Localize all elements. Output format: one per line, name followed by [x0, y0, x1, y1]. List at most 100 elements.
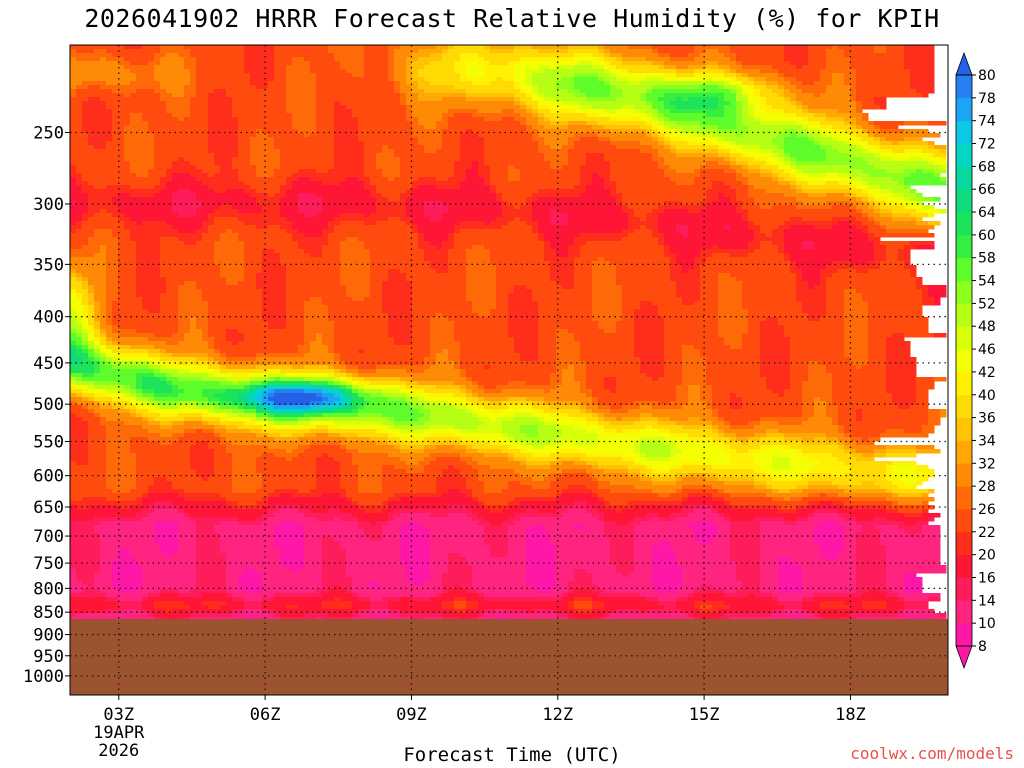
rh-cell	[364, 529, 383, 534]
rh-cell	[70, 449, 89, 454]
rh-cell	[454, 241, 545, 246]
rh-cell	[886, 349, 911, 354]
rh-cell	[784, 237, 869, 242]
rh-cell	[70, 477, 107, 482]
rh-cell	[106, 485, 137, 490]
rh-cell	[598, 133, 647, 138]
rh-cell	[640, 357, 665, 362]
rh-cell	[580, 381, 587, 386]
rh-cell	[658, 165, 671, 170]
rh-cell	[532, 205, 623, 210]
rh-cell	[496, 273, 551, 278]
rh-cell	[442, 605, 455, 610]
rh-cell	[106, 437, 131, 442]
rh-cell	[856, 77, 911, 82]
rh-cell	[406, 209, 425, 214]
rh-cell	[454, 173, 467, 178]
rh-cell	[862, 525, 875, 530]
rh-cell	[592, 313, 623, 318]
rh-cell	[586, 365, 641, 370]
rh-cell	[598, 77, 605, 82]
rh-cell	[70, 125, 83, 130]
rh-cell	[466, 93, 515, 98]
rh-cell	[478, 161, 485, 166]
rh-cell	[604, 505, 635, 510]
rh-cell	[718, 149, 731, 154]
rh-cell	[520, 429, 539, 434]
rh-cell	[232, 341, 239, 346]
rh-cell	[244, 53, 275, 58]
rh-cell	[298, 129, 317, 134]
rh-cell	[262, 601, 323, 606]
rh-cell	[820, 281, 827, 286]
rh-cell	[70, 573, 77, 578]
rh-cell	[832, 385, 887, 390]
rh-cell	[172, 209, 197, 214]
rh-cell	[694, 537, 713, 542]
rh-cell	[442, 129, 467, 134]
rh-cell	[736, 277, 797, 282]
rh-cell	[580, 405, 587, 410]
rh-cell	[928, 285, 947, 290]
rh-cell	[880, 137, 887, 142]
rh-cell	[790, 101, 797, 106]
rh-cell	[112, 313, 179, 318]
rh-cell	[106, 425, 143, 430]
rh-cell	[94, 309, 101, 314]
rh-cell	[214, 469, 233, 474]
rh-cell	[904, 197, 911, 202]
rh-cell	[586, 373, 647, 378]
rh-cell	[532, 297, 593, 302]
rh-cell	[784, 253, 791, 258]
rh-cell	[406, 109, 413, 114]
rh-cell	[112, 577, 143, 582]
rh-cell	[232, 101, 287, 106]
rh-cell	[148, 401, 161, 406]
rh-cell	[106, 269, 119, 274]
rh-cell	[826, 369, 887, 374]
rh-cell	[886, 445, 917, 450]
rh-cell	[622, 293, 677, 298]
rh-cell	[586, 385, 605, 390]
rh-cell	[274, 69, 287, 74]
rh-cell	[118, 217, 131, 222]
rh-cell	[406, 401, 413, 406]
rh-cell	[346, 237, 359, 242]
rh-cell	[862, 129, 869, 134]
rh-cell	[286, 605, 299, 610]
rh-cell	[70, 473, 107, 478]
rh-cell	[88, 317, 95, 322]
rh-cell	[70, 121, 83, 126]
rh-cell	[778, 585, 803, 590]
rh-cell	[928, 489, 935, 494]
rh-cell	[826, 557, 839, 562]
rh-cell	[550, 481, 599, 486]
rh-cell	[70, 357, 83, 362]
rh-cell	[826, 65, 851, 70]
rh-cell	[730, 201, 743, 206]
rh-cell	[424, 65, 455, 70]
rh-cell	[544, 233, 581, 238]
rh-cell	[70, 293, 77, 298]
rh-cell	[214, 161, 233, 166]
rh-cell	[154, 417, 185, 422]
rh-cell	[784, 325, 845, 330]
rh-cell	[826, 401, 833, 406]
rh-cell	[448, 553, 461, 558]
rh-cell	[460, 365, 485, 370]
rh-cell	[658, 377, 683, 382]
rh-cell	[880, 141, 893, 146]
rh-cell	[574, 265, 593, 270]
rh-cell	[196, 177, 239, 182]
rh-cell	[562, 461, 575, 466]
rh-cell	[334, 597, 341, 602]
rh-cell	[376, 581, 413, 586]
rh-cell	[442, 577, 473, 582]
rh-cell	[220, 417, 227, 422]
rh-cell	[406, 201, 425, 206]
rh-cell	[196, 469, 215, 474]
rh-cell	[274, 77, 287, 82]
rh-cell	[244, 397, 251, 402]
rh-cell	[730, 77, 737, 82]
rh-cell	[832, 393, 893, 398]
